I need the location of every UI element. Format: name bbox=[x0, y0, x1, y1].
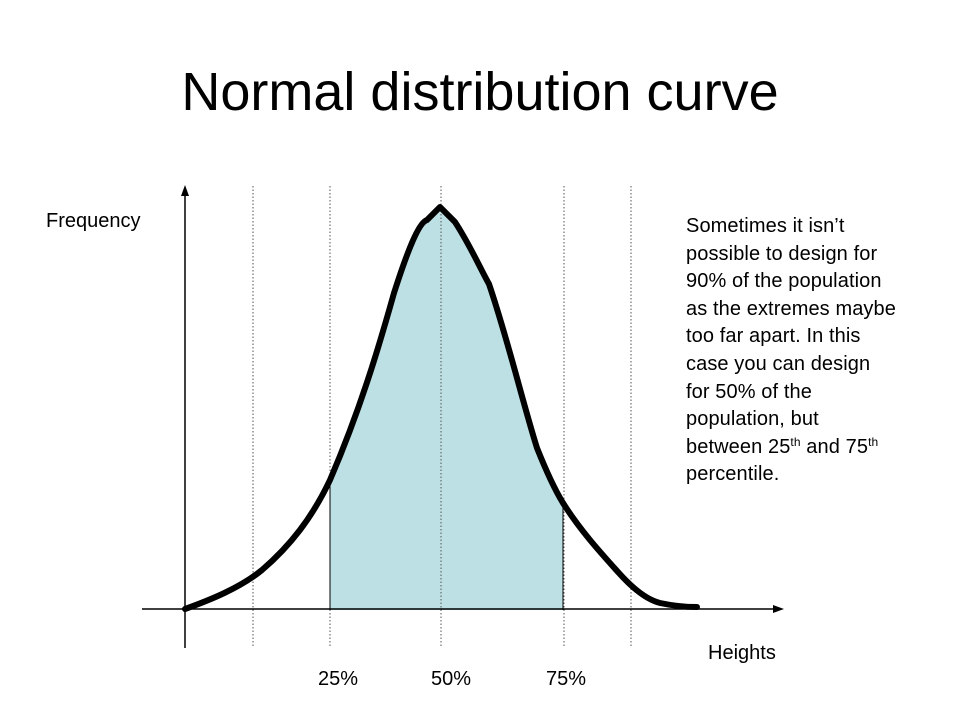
slide-title: Normal distribution curve bbox=[181, 62, 779, 122]
tick-label-50: 50% bbox=[430, 668, 472, 690]
y-axis-arrowhead bbox=[181, 185, 189, 196]
tick-label-75: 75% bbox=[545, 668, 587, 690]
note-line: 90% of the population bbox=[686, 270, 882, 293]
note-line: for 50% of the bbox=[686, 380, 812, 403]
ordinal-suffix: th bbox=[868, 434, 879, 449]
note-line: too far apart. In this bbox=[686, 325, 861, 348]
x-axis-arrowhead bbox=[773, 605, 784, 613]
ordinal-suffix: th bbox=[790, 434, 801, 449]
note-line: Sometimes it isn’t bbox=[686, 215, 845, 237]
explanation-note: Sometimes it isn’t possible to design fo… bbox=[686, 213, 948, 489]
x-axis-label: Heights bbox=[708, 642, 776, 664]
bell-curve bbox=[182, 204, 700, 612]
note-line: case you can design bbox=[686, 352, 871, 375]
note-line: between 25th and 75th bbox=[686, 434, 948, 462]
note-line: population, but bbox=[686, 408, 819, 431]
tick-label-25: 25% bbox=[317, 668, 359, 690]
y-axis-label: Frequency bbox=[46, 210, 141, 232]
note-text: between 25 bbox=[686, 435, 791, 458]
note-line: percentile. bbox=[686, 463, 780, 486]
note-line: possible to design for bbox=[686, 242, 878, 265]
shaded-middle-50-percent bbox=[330, 207, 563, 610]
note-text: and 75 bbox=[800, 435, 869, 458]
note-line: as the extremes maybe bbox=[686, 297, 896, 320]
